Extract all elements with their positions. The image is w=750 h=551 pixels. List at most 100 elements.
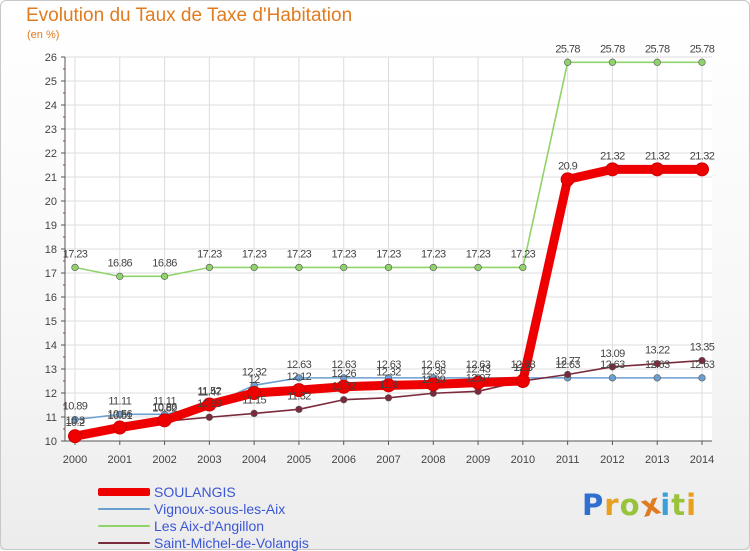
data-point — [71, 263, 79, 272]
data-label: 13.09 — [600, 348, 625, 360]
data-point — [295, 405, 303, 413]
data-label: 12.43 — [466, 364, 491, 376]
x-tick-label: 2006 — [331, 454, 355, 466]
logo-letter: t — [671, 488, 687, 522]
data-label: 12.5 — [513, 362, 532, 374]
data-point — [560, 172, 575, 187]
data-label: 13.35 — [690, 342, 715, 354]
logo-letter: r — [604, 488, 620, 522]
data-label: 12.07 — [466, 372, 491, 384]
legend-item: SOULANGIS — [98, 483, 309, 500]
data-label: 12.26 — [331, 368, 356, 380]
data-point — [295, 263, 303, 272]
data-point — [381, 378, 396, 393]
data-label: 12.63 — [645, 359, 670, 371]
data-label: 25.78 — [645, 43, 670, 55]
legend-label: Saint-Michel-de-Volangis — [154, 534, 309, 551]
chart-title: Evolution du Taux de Taxe d'Habitation — [26, 5, 353, 26]
data-point — [653, 360, 661, 368]
data-label: 20.9 — [558, 160, 577, 172]
y-tick-label: 10 — [45, 436, 57, 448]
x-tick-label: 2014 — [690, 454, 714, 466]
data-label: 17.23 — [242, 248, 267, 260]
x-tick-label: 2009 — [466, 454, 490, 466]
legend-label: SOULANGIS — [154, 483, 236, 500]
legend-item: Saint-Michel-de-Volangis — [98, 534, 309, 551]
y-tick-label: 14 — [45, 340, 57, 352]
data-point — [608, 374, 617, 382]
data-point — [295, 374, 303, 382]
y-tick-label: 16 — [45, 292, 57, 304]
data-label: 21.32 — [600, 150, 625, 162]
data-label: 17.23 — [466, 248, 491, 260]
data-label: 11.11 — [153, 395, 176, 407]
data-label: 13.22 — [645, 345, 670, 357]
legend-swatch — [98, 487, 150, 496]
x-tick-label: 2000 — [63, 454, 87, 466]
data-point — [202, 397, 217, 412]
data-label: 17.23 — [511, 248, 536, 260]
y-tick-label: 11 — [46, 412, 57, 424]
data-label: 12.63 — [600, 359, 625, 371]
data-label: 17.23 — [376, 248, 401, 260]
data-label: 12.63 — [376, 359, 401, 371]
data-label: 11.32 — [287, 390, 311, 402]
y-tick-label: 25 — [45, 76, 57, 88]
data-point — [384, 394, 393, 402]
data-label: 25.78 — [690, 43, 715, 55]
data-point — [605, 162, 620, 177]
x-tick-label: 2013 — [645, 454, 669, 466]
data-point — [205, 413, 213, 421]
data-label: 10.56 — [108, 409, 133, 421]
legend-item: Vignoux-sous-les-Aix — [98, 500, 309, 517]
data-label: 12.12 — [287, 371, 312, 383]
data-point — [429, 263, 437, 272]
logo-letter: i — [660, 488, 672, 522]
y-tick-label: 12 — [45, 388, 57, 400]
data-label: 25.78 — [600, 43, 625, 55]
data-point — [205, 263, 213, 272]
data-label: 12.32 — [376, 366, 401, 378]
x-tick-label: 2005 — [287, 454, 311, 466]
proxiti-logo: Proxiti — [582, 486, 698, 524]
y-tick-label: 21 — [45, 172, 57, 184]
data-label: 16.86 — [152, 257, 177, 269]
data-label: 12.63 — [287, 359, 312, 371]
x-tick-label: 2003 — [197, 454, 221, 466]
data-label: 12.63 — [421, 359, 446, 371]
y-tick-label: 18 — [45, 244, 57, 256]
data-label: 12.63 — [331, 359, 356, 371]
logo-letter: P — [582, 488, 605, 522]
data-label: 11.72 — [332, 381, 356, 393]
data-label: 10.3 — [65, 415, 84, 427]
data-label: 17.23 — [331, 248, 356, 260]
data-label: 11.99 — [421, 374, 445, 386]
data-label: 17.23 — [197, 248, 222, 260]
data-label: 10.82 — [152, 402, 177, 414]
data-point — [564, 58, 572, 66]
data-point — [71, 416, 79, 424]
legend-swatch — [98, 541, 150, 544]
x-tick-label: 2001 — [108, 454, 132, 466]
data-point — [291, 383, 306, 398]
x-tick-label: 2010 — [511, 454, 535, 466]
data-point — [250, 263, 258, 272]
data-label: 17.23 — [287, 248, 312, 260]
data-label: 12.32 — [242, 366, 267, 378]
x-tick-label: 2011 — [556, 454, 580, 466]
data-label: 17.23 — [421, 248, 446, 260]
data-point — [157, 413, 172, 428]
data-point — [653, 58, 661, 66]
y-tick-label: 22 — [45, 148, 57, 160]
data-point — [474, 263, 482, 272]
logo-letter: i — [686, 488, 698, 522]
y-tick-label: 20 — [45, 196, 57, 208]
y-tick-label: 17 — [45, 268, 57, 280]
data-point — [695, 162, 709, 177]
data-label: 10.99 — [197, 398, 222, 410]
data-label: 11.15 — [242, 394, 266, 406]
data-label: 11.52 — [197, 386, 221, 398]
data-point — [384, 263, 393, 272]
data-label: 12.36 — [421, 365, 446, 377]
